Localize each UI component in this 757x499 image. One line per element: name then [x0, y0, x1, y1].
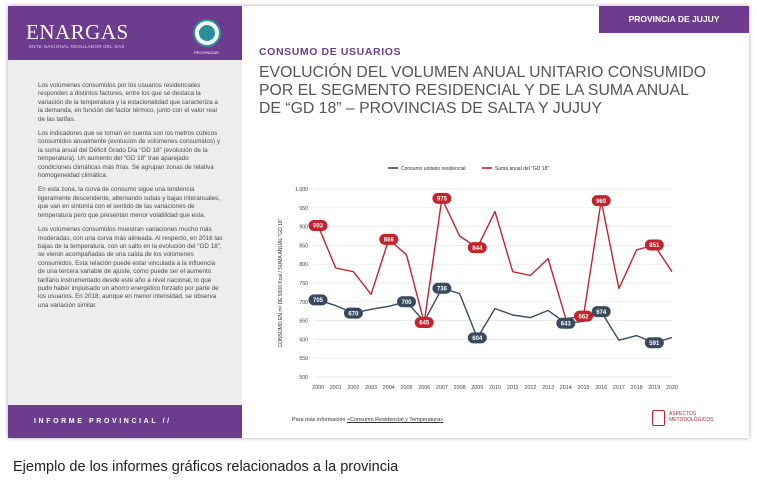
- y-tick-label: 750: [299, 281, 308, 287]
- data-label: 674: [596, 310, 607, 316]
- y-tick-label: 900: [299, 225, 308, 231]
- paragraph-4: Los volúmenes consumidos muestran variac…: [38, 226, 223, 309]
- data-label-bg: [467, 332, 487, 344]
- data-label: 604: [472, 336, 483, 342]
- data-label: 662: [578, 314, 589, 320]
- x-tick-label: 2011: [507, 385, 519, 391]
- x-tick-label: 2003: [365, 385, 377, 391]
- y-tick-label: 550: [299, 356, 308, 362]
- data-label-bg: [343, 307, 363, 319]
- line-chart: 500 550 600 650 700 750 800 850 900 950 1.000 2000 2…: [278, 166, 678, 391]
- aspects-link[interactable]: ASPECTOS METODOLÓGICOS: [650, 407, 724, 431]
- y-tick-label: 850: [299, 243, 308, 249]
- footer-label: INFORME PROVINCIAL //: [34, 418, 172, 425]
- x-tick-label: 2015: [578, 385, 590, 391]
- series-line: [317, 287, 673, 344]
- data-label: 736: [437, 286, 448, 292]
- data-label: 591: [649, 341, 660, 347]
- data-label-bg: [432, 282, 452, 294]
- data-label-bg: [308, 294, 328, 306]
- paragraph-1: Los volúmenes consumidos por los usuario…: [38, 82, 218, 123]
- x-tick-label: 2012: [524, 385, 536, 391]
- x-tick-label: 2005: [401, 385, 413, 391]
- data-label-bg: [644, 239, 664, 251]
- page-caption: Ejemplo de los informes gráficos relacio…: [13, 459, 399, 475]
- data-label: 643: [561, 321, 572, 327]
- province-seal-icon: [193, 19, 221, 47]
- x-tick-label: 2010: [489, 385, 501, 391]
- aspects-line2: METODOLÓGICOS: [669, 417, 714, 423]
- y-axis-title: CONSUMO EN m³ DE 9300 Kcal / SUMA ANUAL …: [278, 218, 284, 347]
- data-label-bg: [379, 233, 399, 245]
- data-label-bg: [414, 316, 434, 328]
- data-label: 705: [313, 298, 324, 304]
- x-tick-label: 2014: [560, 385, 572, 391]
- data-label-bg: [644, 337, 664, 349]
- x-tick-label: 2000: [312, 385, 324, 391]
- y-tick-label: 800: [299, 262, 308, 268]
- left-header: ENARGAS ENTE NACIONAL REGULADOR DEL GAS …: [8, 6, 242, 60]
- x-tick-label: 2006: [418, 385, 430, 391]
- paragraph-3: En esta zona, la curva de consumo sigue …: [38, 186, 221, 219]
- data-label: 670: [348, 311, 359, 317]
- province-tab: PROVINCIA DE JUJUY: [599, 6, 749, 33]
- data-label-bg: [556, 317, 576, 329]
- legend-entry: Consumo unitario residencial: [401, 166, 465, 172]
- aspects-line1: ASPECTOS: [669, 411, 697, 417]
- enargas-logo-subtext: ENTE NACIONAL REGULADOR DEL GAS: [29, 44, 125, 49]
- y-tick-label: 1.000: [295, 187, 308, 193]
- aspects-text: ASPECTOS METODOLÓGICOS: [669, 411, 714, 423]
- enargas-logo: ENARGAS: [26, 20, 129, 44]
- x-tick-label: 2017: [613, 385, 625, 391]
- data-label: 645: [419, 321, 430, 327]
- y-tick-label: 500: [299, 375, 308, 381]
- data-label-bg: [591, 306, 611, 318]
- x-tick-label: 2008: [454, 385, 466, 391]
- seal-inner-icon: [199, 25, 215, 41]
- series-line: [317, 197, 673, 324]
- x-tick-label: 2013: [542, 385, 554, 391]
- more-info: Para más información «Consumo Residencia…: [292, 417, 443, 423]
- x-tick-label: 2009: [471, 385, 483, 391]
- legend-entry: Suma anual del "GD 18": [495, 166, 549, 172]
- document-icon: [652, 410, 665, 426]
- data-label: 866: [384, 238, 395, 244]
- more-info-link[interactable]: «Consumo Residencial y Temperatura»: [347, 417, 444, 423]
- chart-title: EVOLUCIÓN DEL VOLUMEN ANUAL UNITARIO CON…: [259, 64, 707, 117]
- data-label-bg: [397, 296, 416, 308]
- x-tick-label: 2016: [595, 385, 607, 391]
- y-tick-label: 650: [299, 319, 308, 325]
- x-tick-label: 2004: [383, 385, 395, 391]
- y-tick-label: 600: [299, 337, 308, 343]
- y-tick-label: 950: [299, 206, 308, 212]
- data-label-bg: [591, 195, 611, 207]
- data-label: 975: [437, 197, 448, 203]
- report-slide: ENARGAS ENTE NACIONAL REGULADOR DEL GAS …: [8, 6, 749, 438]
- data-label: 700: [401, 300, 412, 306]
- x-tick-label: 2007: [436, 385, 448, 391]
- left-footer: INFORME PROVINCIAL //: [8, 405, 242, 438]
- seal-caption: PROVINCIAS: [194, 50, 219, 55]
- data-label-bg: [467, 242, 487, 254]
- data-label-bg: [308, 219, 328, 231]
- section-label: CONSUMO DE USUARIOS: [259, 46, 402, 58]
- data-label: 969: [596, 199, 607, 205]
- y-tick-label: 700: [299, 300, 308, 306]
- data-label-bg: [574, 310, 593, 322]
- x-tick-label: 2002: [347, 385, 359, 391]
- x-tick-label: 2019: [648, 385, 660, 391]
- data-label-bg: [432, 192, 452, 204]
- more-info-prefix: Para más información: [292, 417, 348, 423]
- data-label: 851: [649, 243, 660, 249]
- x-tick-label: 2001: [330, 385, 342, 391]
- data-label: 903: [313, 224, 324, 230]
- x-tick-label: 2018: [631, 385, 643, 391]
- x-tick-label: 2020: [666, 385, 678, 391]
- left-text-panel: ENARGAS ENTE NACIONAL REGULADOR DEL GAS …: [8, 6, 242, 438]
- data-label: 844: [472, 246, 483, 252]
- paragraph-2: Los indicadores que se toman en cuenta s…: [38, 130, 221, 180]
- body-text: Los volúmenes consumidos por los usuario…: [38, 82, 223, 316]
